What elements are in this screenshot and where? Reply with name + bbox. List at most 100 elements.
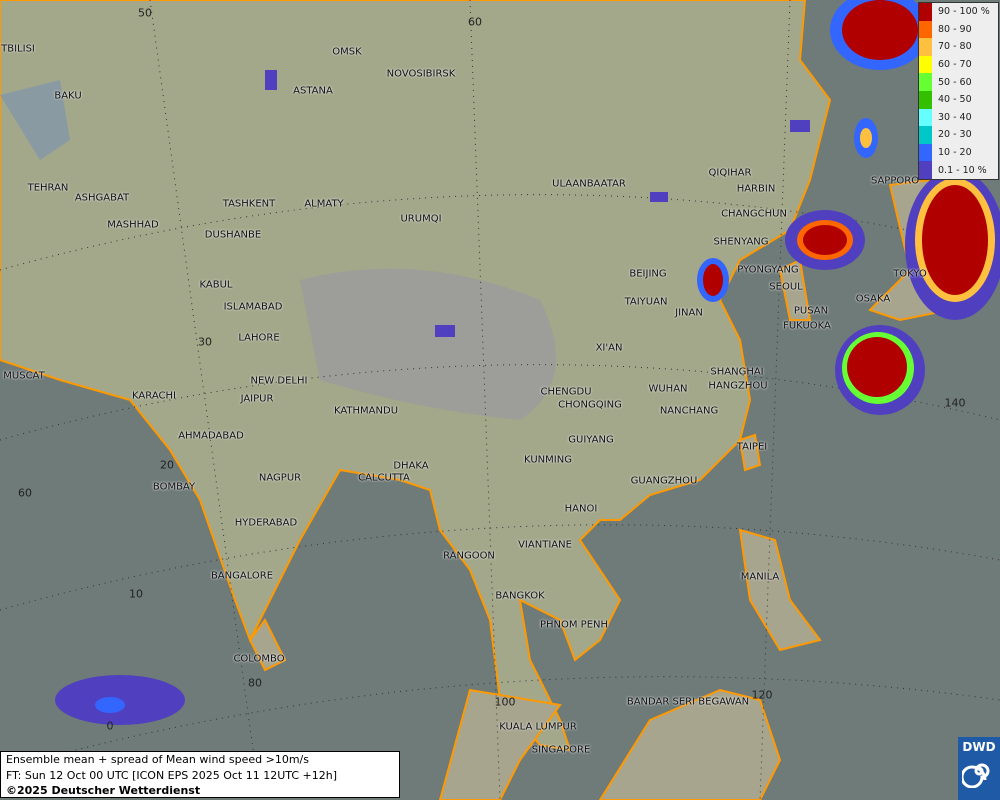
legend-swatch [919, 161, 932, 179]
city-label: PUSAN [793, 305, 829, 317]
city-label: NEW DELHI [250, 375, 308, 387]
legend-item: 80 - 90 [919, 20, 998, 39]
legend-label: 10 - 20 [938, 147, 972, 159]
city-label: GUANGZHOU [630, 475, 698, 487]
legend-swatch [919, 90, 932, 109]
copyright: ©2025 Deutscher Wetterdienst [6, 784, 201, 797]
legend-label: 90 - 100 % [938, 6, 990, 18]
legend-label: 0.1 - 10 % [938, 164, 987, 176]
city-label: CHENGDU [540, 386, 592, 398]
legend-swatch [919, 73, 932, 91]
grid-label: 60 [18, 486, 32, 500]
city-label: ASTANA [293, 85, 333, 97]
legend: 90 - 100 % 80 - 90 70 - 80 60 - 70 50 - 60 40… [918, 2, 999, 180]
logo-text: DWD [962, 740, 996, 754]
city-label: HYDERABAD [234, 517, 298, 529]
city-label: TAIYUAN [624, 296, 668, 308]
city-label: SINGAPORE [531, 744, 591, 756]
legend-item: 20 - 30 [919, 126, 998, 144]
legend-item: 90 - 100 % [919, 3, 998, 21]
legend-label: 20 - 30 [938, 129, 972, 141]
legend-item: 50 - 60 [919, 73, 998, 91]
city-label: PHNOM PENH [539, 619, 609, 631]
city-label: NOVOSIBIRSK [386, 68, 456, 80]
city-label: JINAN [675, 307, 703, 319]
forecast-time: FT: Sun 12 Oct 00 UTC [ICON EPS 2025 Oct… [6, 768, 338, 782]
city-label: ISLAMABAD [223, 301, 283, 313]
grid-label: 140 [944, 396, 966, 410]
legend-swatch [919, 20, 932, 39]
city-label: MUSCAT [3, 370, 45, 382]
legend-label: 40 - 50 [938, 94, 972, 106]
city-label: VIANTIANE [518, 539, 572, 551]
city-label: OSAKA [855, 293, 891, 305]
legend-item: 30 - 40 [919, 108, 998, 127]
city-label: ALMATY [304, 198, 344, 210]
grid-label: 30 [198, 335, 212, 349]
city-label: CHANGCHUN [721, 208, 787, 220]
city-label: BOMBAY [152, 481, 196, 493]
city-label: WUHAN [648, 383, 688, 395]
city-label: PYONGYANG [737, 264, 799, 276]
city-label: DUSHANBE [204, 229, 262, 241]
city-label: HARBIN [736, 183, 776, 195]
city-label: KATHMANDU [333, 405, 399, 417]
tibetan-plateau [300, 268, 556, 420]
precipitation-areas [55, 0, 1000, 725]
product-title: Ensemble mean + spread of Mean wind spee… [6, 753, 309, 766]
city-label: HANGZHOU [708, 380, 768, 392]
legend-swatch [919, 143, 932, 162]
legend-label: 70 - 80 [938, 41, 972, 53]
city-label: COLOMBO [233, 653, 285, 665]
spiral-icon [960, 763, 990, 789]
city-label: ASHGABAT [74, 192, 130, 204]
city-label: NANCHANG [659, 405, 719, 417]
legend-item: 10 - 20 [919, 143, 998, 162]
grid-label: 80 [248, 676, 262, 690]
city-label: KABUL [199, 279, 233, 291]
info-box: Ensemble mean + spread of Mean wind spee… [0, 751, 400, 798]
dwd-logo: DWD [958, 737, 1000, 800]
city-label: SAPPORO [870, 175, 920, 187]
city-label: KUALA LUMPUR [499, 721, 577, 733]
city-label: HANOI [564, 503, 598, 515]
legend-item: 40 - 50 [919, 90, 998, 109]
legend-item: 60 - 70 [919, 55, 998, 74]
city-label: GUIYANG [568, 434, 614, 446]
legend-item: 0.1 - 10 % [919, 161, 998, 179]
city-label: BANGALORE [210, 570, 274, 582]
grid-label: 50 [138, 6, 152, 20]
grid-label: 60 [468, 15, 482, 29]
city-label: CHONGQING [558, 399, 622, 411]
legend-swatch [919, 126, 932, 144]
city-label: ULAANBAATAR [552, 178, 626, 190]
city-label: QIQIHAR [708, 167, 752, 179]
city-label: TAIPEI [736, 441, 768, 453]
city-label: TOKYO [893, 268, 927, 280]
grid-label: 20 [160, 458, 174, 472]
city-label: KUNMING [524, 454, 572, 466]
legend-item: 70 - 80 [919, 38, 998, 56]
city-label: FUKUOKA [783, 320, 831, 332]
legend-swatch [919, 3, 932, 21]
city-label: TBILISI [1, 43, 35, 55]
city-label: TASHKENT [222, 198, 276, 210]
city-label: URUMQI [400, 213, 442, 225]
city-label: AHMADABAD [178, 430, 244, 442]
caspian-sea [0, 80, 70, 160]
city-label: MANILA [740, 571, 780, 583]
legend-swatch [919, 108, 932, 127]
city-label: SHANGHAI [710, 366, 764, 378]
city-label: NAGPUR [258, 472, 302, 484]
city-label: SHENYANG [713, 236, 769, 248]
legend-label: 50 - 60 [938, 76, 972, 88]
city-label: TEHRAN [27, 182, 69, 194]
city-label: XI'AN [595, 342, 623, 354]
city-label: KARACHI [132, 390, 176, 402]
legend-label: 60 - 70 [938, 59, 972, 71]
city-label: BANGKOK [495, 590, 545, 602]
city-label: LAHORE [238, 332, 280, 344]
city-label: BANDAR SERI BEGAWAN [626, 696, 750, 708]
city-label: RANGOON [443, 550, 495, 562]
